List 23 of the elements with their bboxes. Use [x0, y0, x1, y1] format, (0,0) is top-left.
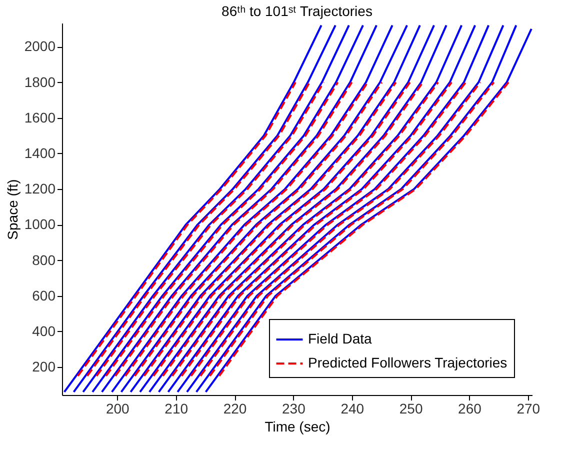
x-tick-label: 230: [282, 400, 306, 416]
y-tick-label: 1000: [24, 216, 56, 232]
legend-label: Field Data: [308, 330, 372, 346]
y-axis-title: Space (ft): [4, 179, 20, 240]
y-tick-label: 600: [32, 287, 56, 304]
y-tick-label: 2000: [24, 38, 56, 54]
y-tick-label: 800: [32, 252, 56, 268]
x-tick-label: 260: [458, 400, 482, 416]
y-tick-label: 400: [32, 322, 56, 339]
y-tick-label: 200: [32, 358, 56, 375]
x-tick-label: 210: [164, 400, 188, 416]
y-tick-label: 1200: [24, 180, 56, 197]
x-tick-label: 250: [399, 400, 423, 416]
x-axis-title: Time (sec): [264, 418, 330, 434]
legend-label: Predicted Followers Trajectories: [308, 354, 508, 370]
y-tick-label: 1600: [24, 109, 56, 126]
y-tick-label: 1800: [24, 74, 56, 90]
x-tick-label: 200: [106, 400, 130, 416]
x-tick-label: 270: [516, 400, 540, 416]
chart-title: 86ᵗʰ to 101ˢᵗ Trajectories: [222, 3, 372, 19]
x-tick-label: 220: [223, 400, 247, 416]
x-tick-label: 240: [340, 400, 364, 416]
y-tick-label: 1400: [24, 144, 56, 161]
